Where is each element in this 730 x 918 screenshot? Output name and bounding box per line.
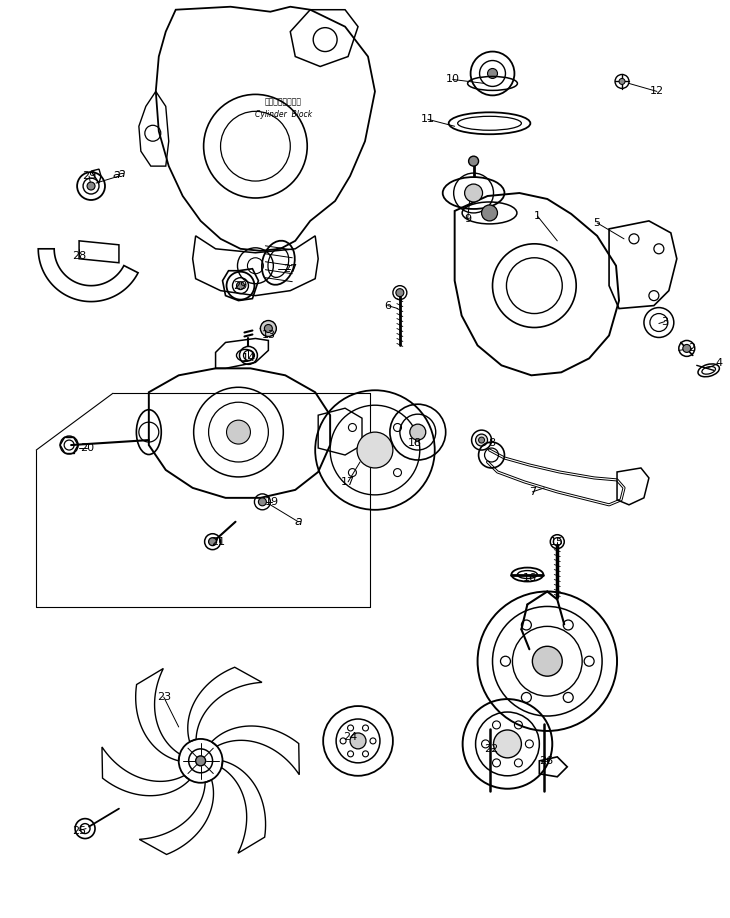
- Circle shape: [196, 756, 206, 766]
- Text: 28: 28: [72, 251, 86, 261]
- Text: 19: 19: [265, 497, 280, 507]
- Circle shape: [87, 182, 95, 190]
- Text: 13: 13: [261, 330, 275, 341]
- Circle shape: [226, 420, 250, 444]
- Text: 18: 18: [408, 438, 422, 448]
- Text: 16: 16: [523, 573, 537, 583]
- Text: a: a: [117, 166, 125, 180]
- Text: 6: 6: [385, 300, 391, 310]
- Circle shape: [237, 282, 245, 290]
- Circle shape: [619, 78, 625, 84]
- Text: 1: 1: [534, 211, 541, 221]
- Circle shape: [209, 538, 217, 545]
- Text: 24: 24: [343, 732, 357, 742]
- Text: 29: 29: [82, 171, 96, 181]
- Text: 27: 27: [283, 263, 297, 274]
- Circle shape: [264, 325, 272, 332]
- Text: 17: 17: [341, 477, 355, 487]
- Text: a: a: [112, 168, 120, 181]
- Circle shape: [683, 344, 691, 353]
- Circle shape: [479, 437, 485, 443]
- Text: シリンダブロック: シリンダブロック: [265, 97, 301, 106]
- Text: 21: 21: [212, 537, 226, 547]
- Circle shape: [350, 733, 366, 749]
- Text: 14: 14: [242, 353, 256, 364]
- Circle shape: [258, 498, 266, 506]
- Circle shape: [475, 434, 488, 446]
- Circle shape: [464, 184, 483, 202]
- Circle shape: [410, 424, 426, 440]
- Text: 25: 25: [72, 825, 86, 835]
- Text: 12: 12: [650, 86, 664, 96]
- Text: 29: 29: [234, 281, 247, 291]
- Text: 20: 20: [80, 443, 94, 453]
- Circle shape: [261, 320, 277, 337]
- Circle shape: [357, 432, 393, 468]
- Circle shape: [493, 730, 521, 758]
- Circle shape: [532, 646, 562, 677]
- Text: 3: 3: [661, 317, 669, 327]
- Circle shape: [469, 156, 479, 166]
- Text: 11: 11: [420, 115, 435, 124]
- Text: 4: 4: [715, 358, 722, 368]
- Text: 23: 23: [157, 692, 171, 702]
- Text: 22: 22: [485, 744, 499, 754]
- Text: Cylinder  Block: Cylinder Block: [255, 110, 312, 118]
- Circle shape: [482, 205, 497, 221]
- Text: 10: 10: [446, 74, 460, 84]
- Text: 9: 9: [464, 214, 471, 224]
- Text: a: a: [294, 515, 302, 528]
- Text: 5: 5: [593, 218, 601, 228]
- Text: 2: 2: [688, 343, 695, 353]
- Text: 7: 7: [529, 487, 536, 497]
- Circle shape: [396, 288, 404, 297]
- Text: 8: 8: [488, 438, 495, 448]
- Circle shape: [488, 69, 497, 78]
- Text: 26: 26: [539, 756, 553, 766]
- Text: 15: 15: [550, 537, 564, 547]
